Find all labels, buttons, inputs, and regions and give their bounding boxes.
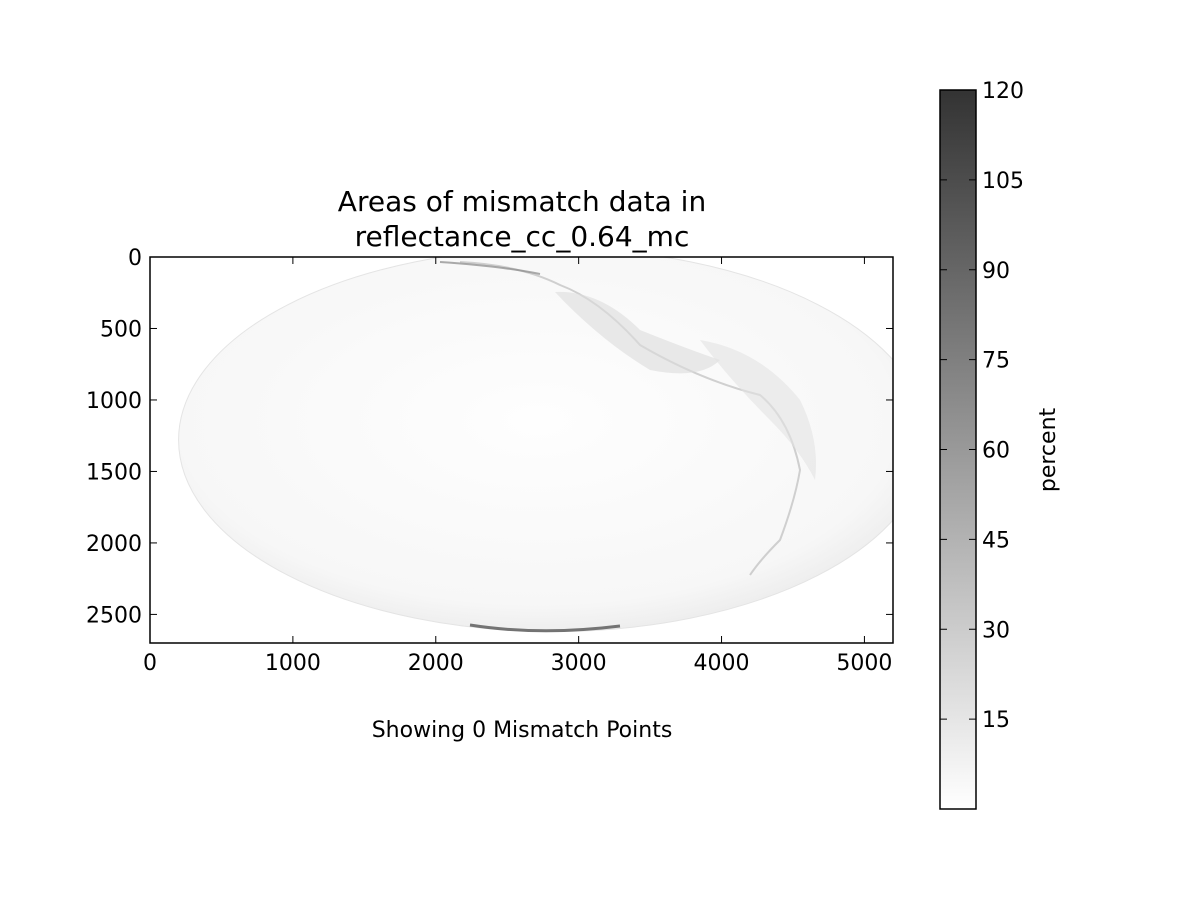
colorbar: 15 30 45 60 75 90 105 120 percent (939, 79, 1061, 810)
y-tick-label: 0 (128, 246, 142, 271)
coastline-texture (459, 261, 802, 576)
x-axis: 0 1000 2000 3000 4000 5000 (143, 257, 892, 676)
x-tick-label: 3000 (551, 651, 607, 676)
colorbar-tick-label: 90 (982, 259, 1010, 284)
northern-edge-band (439, 261, 541, 275)
y-tick-label: 1500 (86, 460, 142, 485)
x-tick-label: 2000 (408, 651, 464, 676)
plot-area: 0 1000 2000 3000 4000 5000 0 500 1000 1500 2000 25… (86, 246, 894, 676)
y-tick-label: 500 (100, 317, 142, 342)
land-patch-east (700, 340, 816, 480)
chart-title-line-1: Areas of mismatch data in (338, 185, 706, 218)
x-tick-label: 4000 (694, 651, 750, 676)
y-tick-label: 2000 (86, 532, 142, 557)
y-axis: 0 500 1000 1500 2000 2500 (86, 246, 893, 628)
colorbar-tick-label: 45 (982, 528, 1010, 553)
colorbar-tick-label: 75 (982, 349, 1010, 374)
heatmap-image (178, 257, 893, 633)
colorbar-label: percent (1036, 407, 1061, 492)
x-tick-label: 5000 (836, 651, 892, 676)
colorbar-ticks: 15 30 45 60 75 90 105 120 (940, 79, 1024, 733)
colorbar-tick-label: 60 (982, 439, 1010, 464)
y-tick-label: 2500 (86, 603, 142, 628)
land-patch-north (555, 291, 720, 374)
chart-title-line-2: reflectance_cc_0.64_mc (355, 220, 690, 253)
x-tick-label: 0 (143, 651, 157, 676)
y-tick-label: 1000 (86, 389, 142, 414)
x-axis-label: Showing 0 Mismatch Points (372, 718, 673, 743)
colorbar-tick-label: 15 (982, 708, 1010, 733)
colorbar-tick-label: 105 (982, 169, 1024, 194)
colorbar-tick-label: 120 (982, 79, 1024, 104)
earth-disk (178, 257, 893, 633)
plot-frame (149, 256, 894, 644)
colorbar-tick-label: 30 (982, 618, 1010, 643)
x-tick-label: 1000 (265, 651, 321, 676)
southern-edge-band (469, 623, 621, 633)
